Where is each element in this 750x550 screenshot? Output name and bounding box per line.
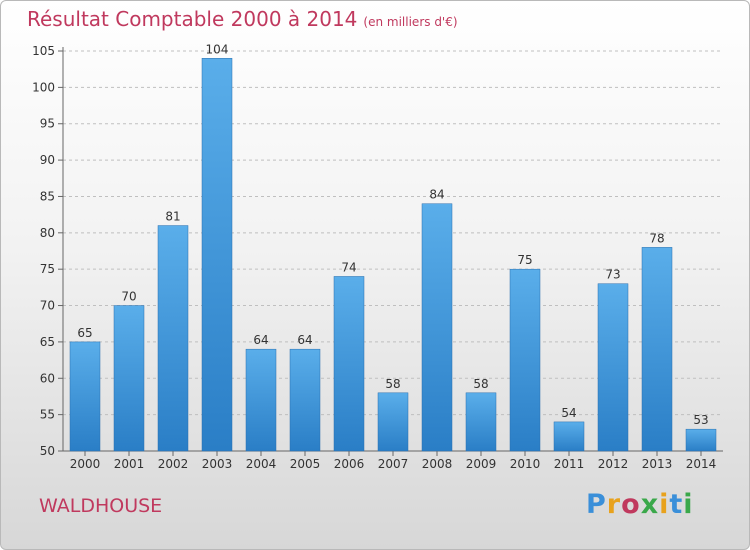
y-tick-label: 85 [40,189,55,203]
bar-2007 [377,392,409,452]
bar-2003 [201,58,233,452]
value-label-2014: 53 [693,413,708,427]
bar-2013 [641,247,673,452]
value-label-2013: 78 [649,231,664,245]
labels: 50 55 60 65 70 75 80 85 90 95 100 105 65 2000 70 2001 81… [32,42,716,471]
y-tick-label: 95 [40,117,55,131]
x-tick-label-2009: 2009 [466,457,497,471]
bar-2005 [289,348,321,452]
x-tick-label-2003: 2003 [202,457,233,471]
x-tick-label-2005: 2005 [290,457,321,471]
logo-letter: P [586,489,607,520]
x-tick-label-2001: 2001 [114,457,145,471]
value-label-2009: 58 [473,377,488,391]
y-tick-label: 105 [32,44,55,58]
bar-2008 [421,203,453,452]
x-tick-label-2014: 2014 [686,457,717,471]
x-tick-label-2007: 2007 [378,457,409,471]
value-label-2011: 54 [561,406,576,420]
logo-letter: x [640,489,660,520]
y-tick-label: 90 [40,153,55,167]
value-label-2002: 81 [165,210,180,224]
logo-letter: r [606,489,622,520]
bars [69,58,717,452]
x-tick-label-2004: 2004 [246,457,277,471]
value-label-2003: 104 [206,42,229,56]
value-label-2006: 74 [341,260,356,274]
value-label-2007: 58 [385,377,400,391]
value-label-2010: 75 [517,253,532,267]
logo-letter: t [669,489,684,520]
bar-2014 [685,428,717,452]
bar-2000 [69,341,101,452]
bar-2009 [465,392,497,452]
value-label-2005: 64 [297,333,312,347]
bar-2001 [113,305,145,452]
x-tick-label-2010: 2010 [510,457,541,471]
y-tick-label: 60 [40,371,55,385]
y-tick-label: 50 [40,444,55,458]
chart-title-text: Résultat Comptable 2000 à 2014 [27,7,358,31]
x-tick-label-2011: 2011 [554,457,585,471]
bar-2011 [553,421,585,452]
y-tick-label: 55 [40,408,55,422]
y-tick-label: 65 [40,335,55,349]
value-label-2004: 64 [253,333,268,347]
x-tick-label-2002: 2002 [158,457,189,471]
value-label-2008: 84 [429,188,444,202]
logo-letter: o [621,489,641,520]
chart-title: Résultat Comptable 2000 à 2014 (en millie… [27,7,458,31]
x-tick-label-2013: 2013 [642,457,673,471]
proxiti-logo: Proxiti [586,489,694,520]
chart-unit: (en milliers d'€) [363,15,458,29]
value-label-2001: 70 [121,290,136,304]
bar-2012 [597,283,629,452]
x-tick-label-2000: 2000 [70,457,101,471]
logo-letter: i [683,489,694,520]
bar-2004 [245,348,277,452]
bar-2010 [509,268,541,452]
logo-letter: i [659,489,670,520]
x-tick-label-2006: 2006 [334,457,365,471]
bar-2002 [157,225,189,452]
commune-name: WALDHOUSE [39,495,163,517]
y-tick-label: 70 [40,299,55,313]
value-label-2012: 73 [605,268,620,282]
x-tick-label-2012: 2012 [598,457,629,471]
value-label-2000: 65 [77,326,92,340]
bar-2006 [333,276,365,452]
x-tick-label-2008: 2008 [422,457,453,471]
y-tick-label: 100 [32,80,55,94]
y-tick-label: 80 [40,226,55,240]
y-tick-label: 75 [40,262,55,276]
